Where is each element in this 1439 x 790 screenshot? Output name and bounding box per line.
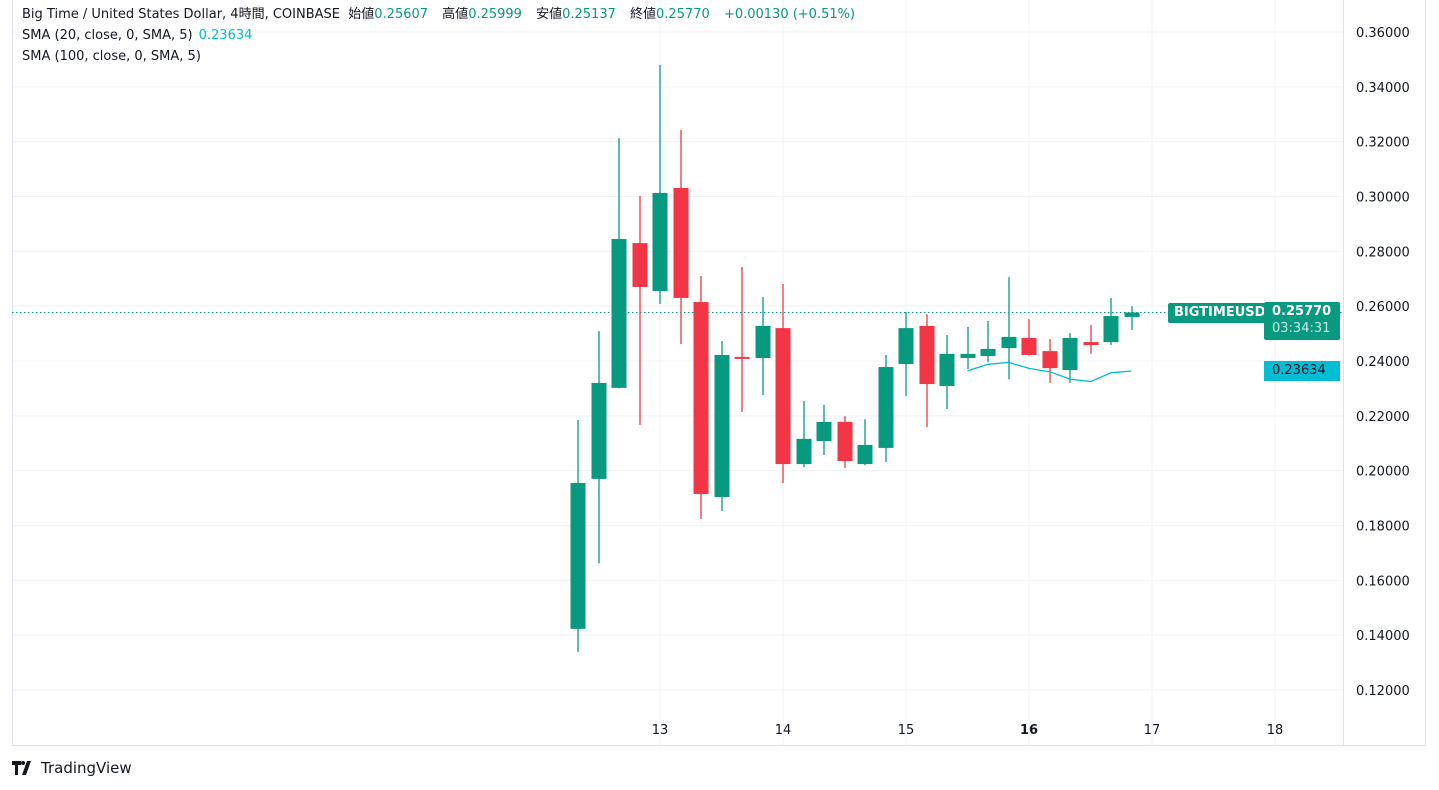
candle-body [898, 328, 914, 365]
price-tick-label: 0.20000 [1356, 465, 1410, 480]
last-price: 0.25770 [1272, 304, 1332, 319]
symbol-ohlc-row: Big Time / United States Dollar, 4時間, CO… [22, 4, 865, 25]
price-tick-label: 0.32000 [1356, 136, 1410, 151]
candle-body [1021, 337, 1037, 355]
time-tick-label: 17 [1144, 723, 1161, 738]
price-tick-label: 0.28000 [1356, 245, 1410, 260]
price-tick-label: 0.22000 [1356, 410, 1410, 425]
indicator-label: SMA (20, close, 0, SMA, 5) [22, 28, 193, 43]
tradingview-logo-icon [12, 761, 31, 775]
candle-body [1103, 316, 1119, 343]
time-tick-label: 14 [775, 723, 792, 738]
open-label: 始値 [348, 7, 375, 22]
indicator-sma100[interactable]: SMA (100, close, 0, SMA, 5) [22, 46, 865, 67]
indicator-sma20[interactable]: SMA (20, close, 0, SMA, 5) 0.23634 [22, 25, 865, 46]
sma-value: 0.23634 [1272, 363, 1326, 378]
candle-body [1083, 342, 1099, 346]
candle-body [1062, 337, 1078, 371]
price-tick-label: 0.36000 [1356, 26, 1410, 41]
chart-legend: Big Time / United States Dollar, 4時間, CO… [22, 4, 865, 67]
candle-body [632, 243, 648, 287]
price-tick-label: 0.16000 [1356, 574, 1410, 589]
symbol-tag-label: BIGTIMEUSD [1174, 305, 1266, 320]
last-price-tag: 0.25770 03:34:31 [1264, 302, 1340, 340]
high-label: 高値 [442, 7, 469, 22]
indicator-label: SMA (100, close, 0, SMA, 5) [22, 49, 201, 64]
price-tick-label: 0.26000 [1356, 300, 1410, 315]
low-label: 安値 [536, 7, 563, 22]
sma20-line [967, 361, 1132, 383]
candle-body [714, 354, 730, 497]
candle-body [652, 192, 668, 292]
change-value: +0.00130 (+0.51%) [723, 7, 856, 22]
candle-body [570, 483, 586, 629]
candle-body [796, 438, 812, 465]
indicator-value: 0.23634 [198, 28, 253, 43]
candle-body [816, 421, 832, 442]
bar-countdown: 03:34:31 [1272, 321, 1331, 336]
candle-body [960, 353, 976, 358]
brand-name: TradingView [41, 759, 132, 777]
candle-body [878, 367, 894, 448]
time-tick-label: 16 [1020, 723, 1038, 738]
close-value: 0.25770 [656, 7, 710, 22]
candle-body [939, 353, 955, 386]
candle-body [591, 382, 607, 479]
candle-body [857, 444, 873, 465]
symbol-title[interactable]: Big Time / United States Dollar, 4時間, CO… [22, 7, 340, 22]
candle-body [1042, 351, 1058, 369]
candle-body [755, 325, 771, 358]
candle-body [693, 302, 709, 494]
tradingview-logo[interactable]: TradingView [12, 759, 132, 777]
candle-body [1124, 312, 1140, 317]
candle-body [734, 356, 750, 359]
time-tick-label: 18 [1267, 723, 1284, 738]
price-tick-label: 0.18000 [1356, 520, 1410, 535]
time-tick-label: 13 [652, 723, 669, 738]
price-tick-label: 0.34000 [1356, 81, 1410, 96]
high-value: 0.25999 [468, 7, 522, 22]
candle-body [611, 238, 627, 388]
price-tick-label: 0.14000 [1356, 629, 1410, 644]
candle-body [919, 325, 935, 385]
open-value: 0.25607 [374, 7, 429, 22]
price-tick-label: 0.24000 [1356, 355, 1410, 370]
price-tick-label: 0.30000 [1356, 191, 1410, 206]
candle-body [837, 421, 853, 462]
sma-price-tag: 0.23634 [1264, 361, 1340, 381]
time-tick-label: 15 [898, 723, 915, 738]
candle-body [980, 348, 996, 357]
candle-body [775, 328, 791, 465]
low-value: 0.25137 [562, 7, 616, 22]
candle-body [673, 188, 689, 298]
symbol-price-tag: BIGTIMEUSD [1168, 303, 1272, 323]
candle-body [1001, 336, 1017, 349]
close-label: 終値 [630, 7, 657, 22]
price-tick-label: 0.12000 [1356, 684, 1410, 699]
